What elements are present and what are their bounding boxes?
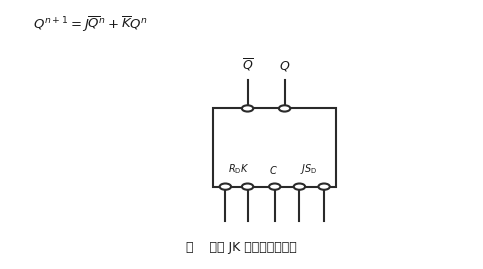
Circle shape <box>279 105 290 112</box>
Text: $R_{\rm D}K$: $R_{\rm D}K$ <box>228 162 249 176</box>
Circle shape <box>242 105 253 112</box>
Circle shape <box>220 183 231 190</box>
Text: $Q^{n+1} = J\overline{Q}^{n} + \overline{K}Q^{n}$: $Q^{n+1} = J\overline{Q}^{n} + \overline… <box>33 15 148 34</box>
Text: 图    主从 JK 触发器逻辑符号: 图 主从 JK 触发器逻辑符号 <box>186 241 297 254</box>
Text: $\overline{Q}$: $\overline{Q}$ <box>242 57 254 73</box>
Circle shape <box>269 183 281 190</box>
Circle shape <box>318 183 330 190</box>
Bar <box>213 108 337 187</box>
Text: $Q$: $Q$ <box>279 59 290 73</box>
Circle shape <box>242 183 253 190</box>
Circle shape <box>294 183 305 190</box>
Text: $C$: $C$ <box>270 164 278 176</box>
Text: $JS_{\rm D}$: $JS_{\rm D}$ <box>300 162 318 176</box>
